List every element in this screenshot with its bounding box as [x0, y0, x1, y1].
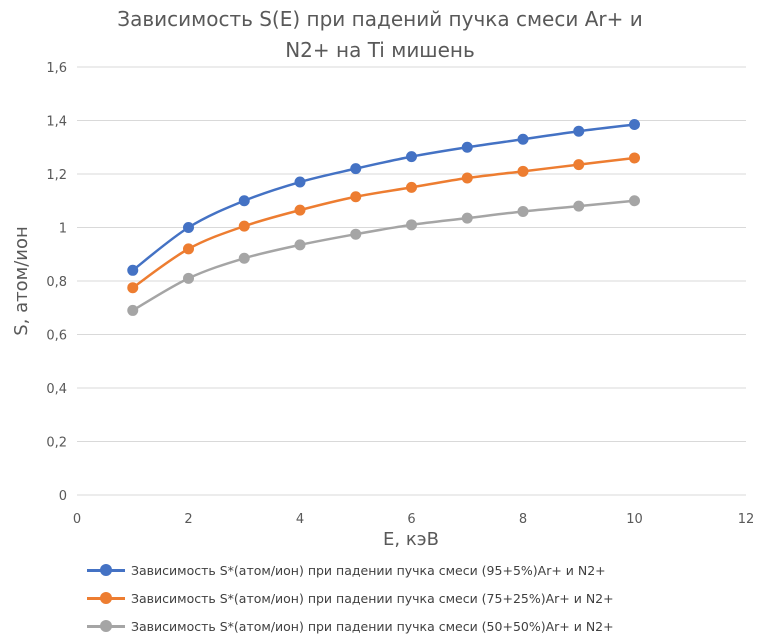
data-point: [183, 222, 194, 233]
y-axis-label: S, атом/ион: [11, 226, 32, 336]
data-point: [406, 151, 417, 163]
x-tick-label: 6: [407, 512, 415, 527]
legend-item-series-1: Зависимость S*(атом/ион) при падении пуч…: [87, 556, 747, 584]
chart-title: Зависимость S(E) при падений пучка смеси…: [40, 4, 720, 66]
legend-label-series-3: Зависимость S*(атом/ион) при падении пуч…: [131, 618, 614, 634]
data-point: [517, 165, 529, 177]
data-point: [350, 191, 362, 203]
legend-marker-series-3: [87, 620, 125, 632]
x-tick-label: 12: [738, 512, 755, 527]
legend-item-series-3: Зависимость S*(атом/ион) при падении пуч…: [87, 612, 747, 640]
data-point: [238, 195, 250, 207]
y-tick-label: 0: [59, 489, 67, 504]
data-point: [127, 264, 139, 276]
data-point: [517, 205, 529, 217]
data-point: [350, 163, 362, 175]
data-point: [461, 141, 473, 153]
x-tick-label: 0: [73, 512, 81, 527]
y-tick-label: 0,8: [46, 275, 67, 290]
legend: Зависимость S*(атом/ион) при падении пуч…: [87, 556, 747, 640]
legend-label-series-1: Зависимость S*(атом/ион) при падении пуч…: [131, 562, 606, 578]
data-point: [238, 220, 250, 232]
series-2: [127, 152, 640, 294]
y-tick-label: 0,4: [46, 382, 67, 397]
x-tick-label: 8: [519, 512, 527, 527]
series-line-2: [132, 156, 635, 289]
data-point: [294, 204, 306, 216]
series-line-1: [131, 123, 635, 272]
legend-marker-series-1: [87, 564, 125, 576]
data-point: [294, 176, 306, 188]
grid-lines: [77, 66, 746, 496]
chart-title-line-1: Зависимость S(E) при падений пучка смеси…: [117, 7, 643, 31]
x-axis-label: E, кэВ: [383, 529, 439, 550]
y-tick-label: 0,6: [46, 329, 67, 344]
data-point: [517, 133, 529, 145]
data-point: [629, 119, 640, 131]
data-point: [127, 282, 139, 294]
data-point: [350, 228, 362, 240]
data-point: [127, 304, 139, 316]
legend-item-series-2: Зависимость S*(атом/ион) при падении пуч…: [87, 584, 747, 612]
data-point: [573, 159, 585, 171]
series-1: [127, 119, 640, 276]
data-point: [238, 252, 250, 264]
y-tick-label: 0,2: [46, 436, 67, 451]
x-tick-label: 4: [296, 512, 304, 527]
y-tick-label: 1,4: [46, 115, 67, 130]
data-point: [294, 239, 306, 251]
axes: 0 0,2 0,4 0,6 0,8 1 1,2 1,4 1,6 0 2 4 6 8 10 12: [46, 61, 754, 527]
data-point: [406, 219, 417, 231]
series-group: [127, 119, 640, 316]
legend-label-series-2: Зависимость S*(атом/ион) при падении пуч…: [131, 590, 614, 606]
data-point: [461, 212, 473, 224]
data-point: [629, 152, 640, 164]
x-tick-label: 2: [184, 512, 192, 527]
data-point: [573, 125, 585, 137]
data-point: [629, 195, 640, 207]
x-tick-label: 10: [626, 512, 643, 527]
data-point: [183, 272, 194, 284]
y-tick-label: 1,2: [46, 168, 67, 183]
series-3: [127, 195, 640, 316]
data-point: [573, 200, 585, 212]
y-tick-label: 1: [59, 222, 67, 237]
data-point: [406, 181, 417, 193]
legend-marker-series-2: [87, 592, 125, 604]
chart-title-line-2: N2+ на Ti мишень: [285, 38, 475, 62]
data-point: [461, 172, 473, 184]
series-line-3: [132, 199, 635, 312]
y-tick-label: 1,6: [46, 61, 67, 76]
data-point: [183, 243, 194, 255]
